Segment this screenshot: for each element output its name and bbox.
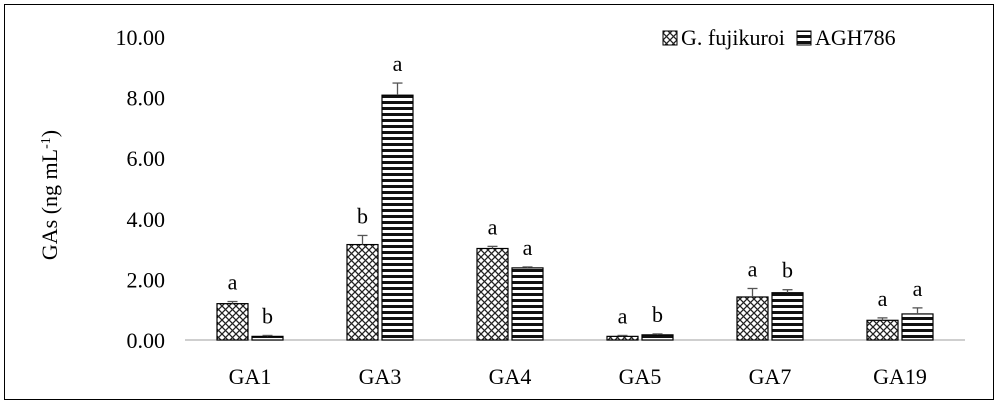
- sig-label-g-fujikuroi-ga4: a: [488, 214, 498, 239]
- sig-label-agh786-ga19: a: [913, 276, 923, 301]
- bar-g-fujikuroi-ga19: [866, 319, 899, 341]
- bar-agh786-ga7: [771, 292, 804, 341]
- y-axis: 0.00 2.00 4.00 6.00 8.00 10.00: [116, 25, 166, 353]
- y-tick-label-4: 8.00: [127, 86, 166, 111]
- bar-g-fujikuroi-ga1: [216, 303, 249, 341]
- x-tick-label-ga5: GA5: [619, 364, 662, 389]
- sig-label-g-fujikuroi-ga3: b: [357, 203, 368, 228]
- legend-swatch-agh786: [796, 30, 812, 46]
- sig-label-g-fujikuroi-ga7: a: [748, 256, 758, 281]
- bar-agh786-ga1: [251, 335, 284, 341]
- x-tick-label-ga4: GA4: [489, 364, 532, 389]
- sig-label-g-fujikuroi-ga19: a: [878, 286, 888, 311]
- x-axis: GA1 GA3 GA4 GA5 GA7 GA19: [185, 339, 965, 389]
- bar-g-fujikuroi-ga3: [346, 243, 379, 341]
- legend-swatch-g-fujikuroi: [662, 30, 678, 46]
- y-tick-label-0: 0.00: [127, 328, 166, 353]
- legend-label-g-fujikuroi: G. fujikuroi: [681, 25, 785, 50]
- bar-agh786-ga3: [381, 94, 414, 341]
- y-tick-label-1: 2.00: [127, 267, 166, 292]
- x-tick-label-ga1: GA1: [229, 364, 272, 389]
- legend-label-agh786: AGH786: [815, 25, 896, 50]
- sig-label-agh786-ga4: a: [523, 235, 533, 260]
- sig-label-g-fujikuroi-ga1: a: [228, 270, 238, 295]
- bar-g-fujikuroi-ga5: [606, 335, 639, 341]
- y-tick-label-2: 4.00: [127, 207, 166, 232]
- sig-label-g-fujikuroi-ga5: a: [618, 303, 628, 328]
- y-tick-label-3: 6.00: [127, 146, 166, 171]
- legend: G. fujikuroi AGH786: [662, 25, 896, 50]
- y-tick-label-5: 10.00: [116, 25, 166, 50]
- sig-label-agh786-ga3: a: [393, 51, 403, 76]
- bar-agh786-ga5: [641, 334, 674, 341]
- bar-agh786-ga19: [901, 313, 934, 341]
- bar-g-fujikuroi-ga4: [476, 247, 509, 341]
- sig-label-agh786-ga7: b: [782, 258, 793, 283]
- y-axis-title: GAs (ng mL-1): [37, 130, 62, 260]
- bar-agh786-ga4: [511, 267, 544, 341]
- x-tick-label-ga19: GA19: [873, 364, 927, 389]
- x-tick-label-ga3: GA3: [359, 364, 402, 389]
- bar-g-fujikuroi-ga7: [736, 296, 769, 341]
- sig-label-agh786-ga1: b: [262, 303, 273, 328]
- x-tick-label-ga7: GA7: [749, 364, 792, 389]
- chart-frame: 0.00 2.00 4.00 6.00 8.00 10.00 GA1 GA3 GA4 GA5 GA…: [4, 4, 994, 400]
- sig-label-agh786-ga5: b: [652, 302, 663, 327]
